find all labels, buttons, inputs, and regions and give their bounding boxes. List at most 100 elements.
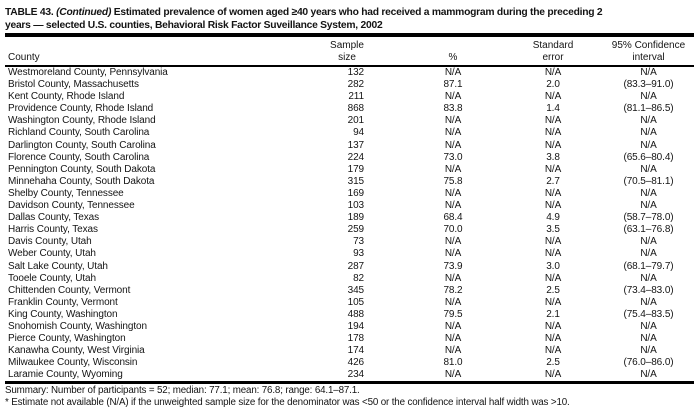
document-page: TABLE 43. (Continued) Estimated prevalen… bbox=[5, 7, 694, 408]
cell-standard-error: N/A bbox=[544, 127, 562, 139]
table-row: Richland County, South Carolina 94 N/A N/A N… bbox=[5, 127, 694, 139]
table-row: Kent County, Rhode Island 211 N/A N/A N/A bbox=[5, 91, 694, 103]
cell-confidence-interval: N/A bbox=[640, 127, 657, 139]
cell-percent: N/A bbox=[444, 67, 462, 78]
table-row: Davis County, Utah 73 N/A N/A N/A bbox=[5, 236, 694, 248]
table-row: Pierce County, Washington 178 N/A N/A N/A bbox=[5, 333, 694, 345]
cell-sample-size: 426 bbox=[347, 357, 364, 369]
cell-county: Westmoreland County, Pennsylvania bbox=[8, 67, 168, 78]
cell-confidence-interval: N/A bbox=[640, 187, 657, 199]
cell-county: Providence County, Rhode Island bbox=[8, 103, 154, 115]
cell-confidence-interval: N/A bbox=[640, 139, 657, 151]
cell-confidence-interval: N/A bbox=[640, 333, 657, 345]
cell-percent: 68.4 bbox=[443, 212, 463, 224]
table-row: Weber County, Utah 93 N/A N/A N/A bbox=[5, 248, 694, 260]
table-row: Harris County, Texas 259 70.0 3.5 (63.1–76.8… bbox=[5, 224, 694, 236]
table-row: Pennington County, South Dakota 179 N/A N/A… bbox=[5, 164, 694, 176]
cell-sample-size: 103 bbox=[347, 200, 364, 212]
table-row: Bristol County, Massachusetts 282 87.1 2.0 (… bbox=[5, 79, 694, 91]
cell-sample-size: 201 bbox=[347, 115, 364, 127]
cell-sample-size: 132 bbox=[347, 67, 364, 78]
cell-county: Kent County, Rhode Island bbox=[8, 91, 125, 103]
cell-county: Dallas County, Texas bbox=[8, 212, 100, 224]
table-row: Providence County, Rhode Island 868 83.8 1.… bbox=[5, 103, 694, 115]
cell-percent: 78.2 bbox=[443, 284, 463, 296]
table-row: King County, Washington 488 79.5 2.1 (75.4–8… bbox=[5, 309, 694, 321]
cell-percent: 87.1 bbox=[443, 79, 463, 91]
cell-percent: 75.8 bbox=[443, 175, 463, 187]
cell-sample-size: 488 bbox=[347, 308, 364, 320]
cell-sample-size: 282 bbox=[347, 79, 364, 91]
cell-percent: 73.0 bbox=[443, 151, 463, 163]
cell-confidence-interval: (65.6–80.4) bbox=[623, 151, 674, 163]
cell-standard-error: N/A bbox=[544, 333, 562, 345]
cell-sample-size: 169 bbox=[347, 187, 364, 199]
cell-standard-error: N/A bbox=[544, 272, 562, 284]
cell-county: Darlington County, South Carolina bbox=[8, 139, 156, 151]
cell-percent: N/A bbox=[444, 236, 462, 248]
prevalence-table: County Sample size% Standard error 95% Conf… bbox=[5, 37, 694, 381]
cell-county: Washington County, Rhode Island bbox=[8, 115, 156, 127]
cell-county: Bristol County, Massachusetts bbox=[8, 79, 139, 91]
col-header-county: County bbox=[5, 37, 330, 67]
summary-line: Summary: Number of participants = 52; me… bbox=[5, 385, 360, 397]
cell-sample-size: 211 bbox=[348, 91, 364, 103]
cell-confidence-interval: (63.1–76.8) bbox=[623, 224, 674, 236]
cell-percent: N/A bbox=[444, 163, 462, 175]
cell-sample-size: 189 bbox=[347, 212, 364, 224]
cell-percent: N/A bbox=[444, 369, 462, 381]
cell-sample-size: 234 bbox=[347, 369, 364, 381]
cell-confidence-interval: (75.4–83.5) bbox=[623, 308, 674, 320]
col-header-confidence-interval: 95% Confidence interval bbox=[603, 37, 694, 67]
cell-percent: N/A bbox=[444, 115, 462, 127]
cell-standard-error: 4.9 bbox=[546, 212, 560, 224]
table-title-text-line1: Estimated prevalence of women aged ≥40 y… bbox=[113, 7, 603, 18]
cell-standard-error: N/A bbox=[544, 187, 562, 199]
cell-county: Snohomish County, Washington bbox=[8, 320, 147, 332]
cell-sample-size: 868 bbox=[347, 103, 364, 115]
cell-sample-size: 287 bbox=[347, 260, 364, 272]
cell-sample-size: 224 bbox=[347, 151, 364, 163]
cell-standard-error: N/A bbox=[544, 296, 562, 308]
cell-standard-error: N/A bbox=[544, 91, 562, 103]
cell-county: Davis County, Utah bbox=[8, 236, 92, 248]
cell-percent: N/A bbox=[444, 139, 462, 151]
cell-county: Kanawha County, West Virginia bbox=[8, 345, 145, 357]
cell-standard-error: N/A bbox=[544, 320, 562, 332]
table-row: Davidson County, Tennessee 103 N/A N/A N/A bbox=[5, 200, 694, 212]
cell-sample-size: 259 bbox=[347, 224, 364, 236]
cell-standard-error: 2.7 bbox=[546, 175, 560, 187]
table-row: Shelby County, Tennessee 169 N/A N/A N/A bbox=[5, 188, 694, 200]
cell-percent: N/A bbox=[444, 345, 462, 357]
cell-percent: N/A bbox=[444, 333, 462, 345]
cell-percent: 79.5 bbox=[443, 308, 463, 320]
table-title-text-line2: years — selected U.S. counties, Behavior… bbox=[5, 20, 383, 31]
cell-sample-size: 105 bbox=[347, 296, 364, 308]
cell-county: Pierce County, Washington bbox=[8, 333, 126, 345]
cell-percent: N/A bbox=[444, 187, 462, 199]
table-row: Chittenden County, Vermont 345 78.2 2.5 (73.… bbox=[5, 285, 694, 297]
cell-county: Florence County, South Carolina bbox=[8, 151, 150, 163]
table-title-label: TABLE 43. bbox=[5, 7, 54, 18]
cell-county: Laramie County, Wyoming bbox=[8, 369, 123, 381]
cell-sample-size: 345 bbox=[347, 284, 364, 296]
cell-confidence-interval: N/A bbox=[640, 200, 657, 212]
table-row: Dallas County, Texas 189 68.4 4.9 (58.7–78.0… bbox=[5, 212, 694, 224]
cell-confidence-interval: N/A bbox=[640, 296, 657, 308]
cell-county: Richland County, South Carolina bbox=[8, 127, 150, 139]
table-row: Florence County, South Carolina 224 73.0 3.… bbox=[5, 152, 694, 164]
cell-standard-error: N/A bbox=[544, 139, 562, 151]
cell-sample-size: 73 bbox=[353, 236, 364, 248]
cell-county: Pennington County, South Dakota bbox=[8, 163, 156, 175]
cell-standard-error: 2.1 bbox=[546, 308, 560, 320]
table-row: Franklin County, Vermont 105 N/A N/A N/A bbox=[5, 297, 694, 309]
cell-sample-size: 315 bbox=[347, 175, 364, 187]
cell-standard-error: N/A bbox=[544, 345, 562, 357]
cell-sample-size: 179 bbox=[347, 163, 364, 175]
table-title-continued-note: (Continued) bbox=[56, 7, 112, 18]
cell-confidence-interval: N/A bbox=[640, 91, 657, 103]
table-bottom-rule bbox=[5, 381, 694, 385]
table-row: Westmoreland County, Pennsylvania 132 N/A N… bbox=[5, 66, 694, 79]
cell-county: Chittenden County, Vermont bbox=[8, 284, 131, 296]
cell-percent: N/A bbox=[444, 127, 462, 139]
